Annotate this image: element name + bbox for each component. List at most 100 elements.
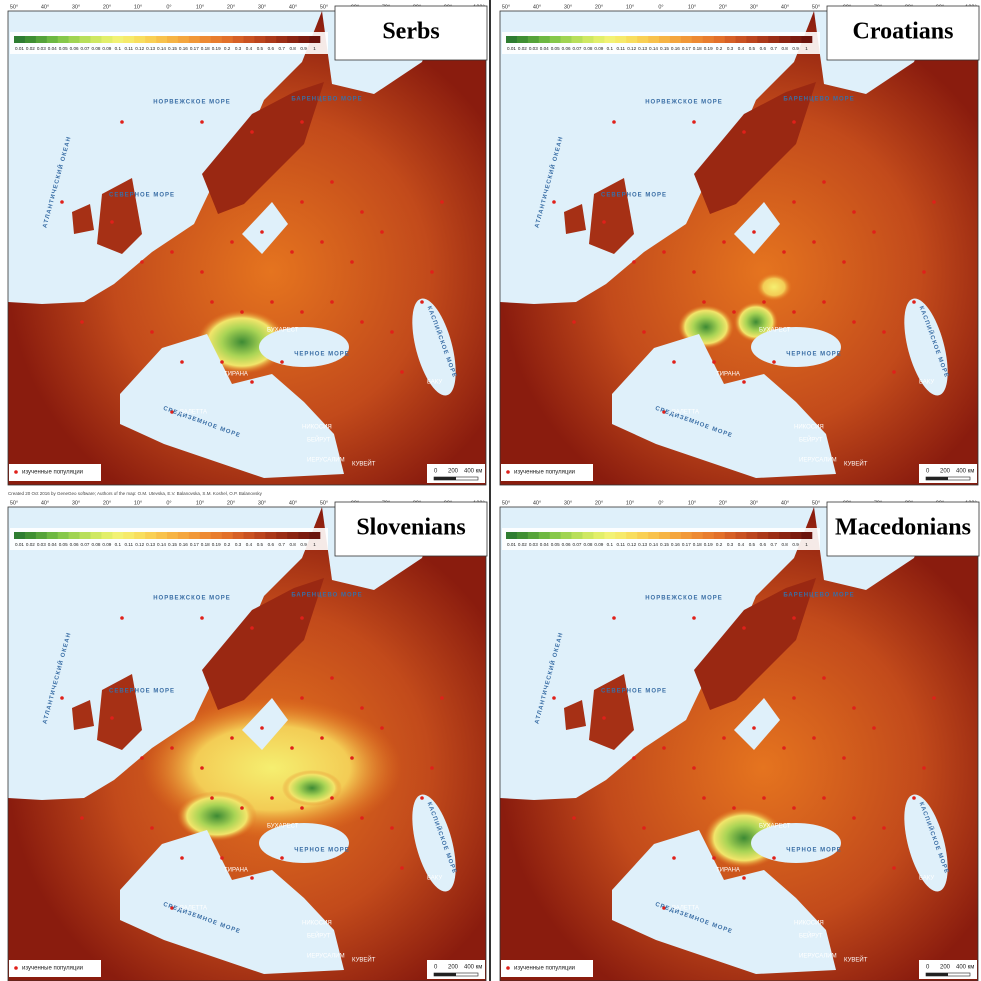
- ruler-label: 10°: [626, 4, 634, 10]
- population-point: [742, 626, 746, 630]
- population-point: [792, 806, 796, 810]
- scale-label: 0.7: [771, 542, 778, 547]
- ruler-label: 40°: [781, 500, 789, 506]
- ruler-label: 10°: [134, 500, 142, 506]
- scale-label: 0.05: [59, 46, 68, 51]
- population-point: [290, 746, 294, 750]
- legend-label: изученные популяции: [22, 966, 83, 972]
- frequency-area: [197, 310, 287, 374]
- scale-swatch: [101, 36, 113, 43]
- scale-label: 0.15: [168, 542, 177, 547]
- scale-swatch: [232, 532, 244, 539]
- population-point: [712, 360, 716, 364]
- scale-label: 0.06: [70, 46, 79, 51]
- population-point: [230, 240, 234, 244]
- population-point: [250, 380, 254, 384]
- population-point: [170, 746, 174, 750]
- population-point: [210, 796, 214, 800]
- scale-label: 0.7: [279, 46, 286, 51]
- panel-title: Croatians: [853, 19, 954, 45]
- scale-label: 0.09: [102, 46, 111, 51]
- scale-swatch: [637, 36, 649, 43]
- land: [564, 700, 586, 730]
- city-label: БУХАРЕСТ: [267, 328, 299, 334]
- population-point: [822, 676, 826, 680]
- scale-swatch: [757, 532, 769, 539]
- population-point: [712, 856, 716, 860]
- population-point: [330, 180, 334, 184]
- ruler-label: 30°: [564, 4, 572, 10]
- scale-label: 0.02: [518, 542, 527, 547]
- scale-swatch: [68, 36, 80, 43]
- city-label: БАКУ: [427, 380, 442, 386]
- legend-box: [501, 464, 593, 481]
- population-point: [882, 330, 886, 334]
- scale-swatch: [571, 36, 583, 43]
- scale-swatch: [167, 36, 179, 43]
- population-point: [330, 300, 334, 304]
- scale-swatch: [669, 532, 682, 539]
- scale-swatch: [593, 532, 605, 539]
- scale-label: 1: [805, 542, 808, 547]
- title-box: [826, 501, 980, 557]
- scale-label: 0.9: [300, 542, 307, 547]
- title-box: [334, 501, 488, 557]
- ruler-label: 10°: [134, 4, 142, 10]
- city-label: БАКУ: [919, 380, 934, 386]
- scale-swatch: [779, 36, 791, 43]
- population-point: [852, 320, 856, 324]
- sea: [734, 698, 780, 750]
- scale-swatch: [582, 532, 594, 539]
- scale-label: 0.14: [157, 46, 166, 51]
- scale-swatch: [680, 532, 693, 539]
- ruler-label: 30°: [72, 500, 80, 506]
- city-label: НИКОСИЯ: [302, 425, 332, 431]
- scale-swatch: [746, 532, 758, 539]
- scale-label: 0.17: [190, 46, 199, 51]
- city-label: НИКОСИЯ: [794, 921, 824, 927]
- population-point: [330, 676, 334, 680]
- ruler-label: 0°: [658, 500, 663, 506]
- city-label: БЕЙРУТ: [307, 436, 331, 444]
- population-point: [420, 300, 424, 304]
- scale-swatch: [265, 36, 277, 43]
- population-point: [260, 230, 264, 234]
- scale-swatch: [779, 532, 791, 539]
- scale-swatch: [538, 36, 551, 43]
- population-point: [60, 200, 64, 204]
- city-label: БУХАРЕСТ: [759, 328, 791, 334]
- scale-swatch: [156, 36, 168, 43]
- population-point: [602, 220, 606, 224]
- population-point: [782, 250, 786, 254]
- scale-swatch: [615, 532, 627, 539]
- scale-swatch: [145, 36, 157, 43]
- scale-swatch: [516, 532, 529, 539]
- population-point: [852, 816, 856, 820]
- panel-title: Slovenians: [356, 515, 465, 541]
- scale-label: 0.6: [268, 542, 275, 547]
- population-point: [552, 200, 556, 204]
- population-point: [672, 856, 676, 860]
- scale-swatch: [79, 36, 91, 43]
- frame: [7, 506, 487, 981]
- ruler-label: 40°: [289, 500, 297, 506]
- sea-label: ЧЕРНОЕ МОРЕ: [786, 352, 842, 358]
- legend-box: [9, 464, 101, 481]
- scale-swatch: [14, 532, 26, 539]
- sea-label: СЕВЕРНОЕ МОРЕ: [109, 193, 175, 199]
- population-point: [240, 310, 244, 314]
- population-point: [360, 816, 364, 820]
- scale-label: 0.07: [81, 46, 90, 51]
- sea-label: ЧЕРНОЕ МОРЕ: [294, 848, 350, 854]
- population-point: [170, 410, 174, 414]
- population-point: [390, 330, 394, 334]
- scale-label: 1: [313, 46, 316, 51]
- population-point: [200, 120, 204, 124]
- population-point: [400, 370, 404, 374]
- city-label: ИЕРУСАЛИМ: [799, 458, 837, 464]
- sea: [751, 823, 841, 863]
- population-point: [702, 796, 706, 800]
- population-point: [300, 120, 304, 124]
- scale-label: 0.05: [551, 46, 560, 51]
- land: [72, 700, 94, 730]
